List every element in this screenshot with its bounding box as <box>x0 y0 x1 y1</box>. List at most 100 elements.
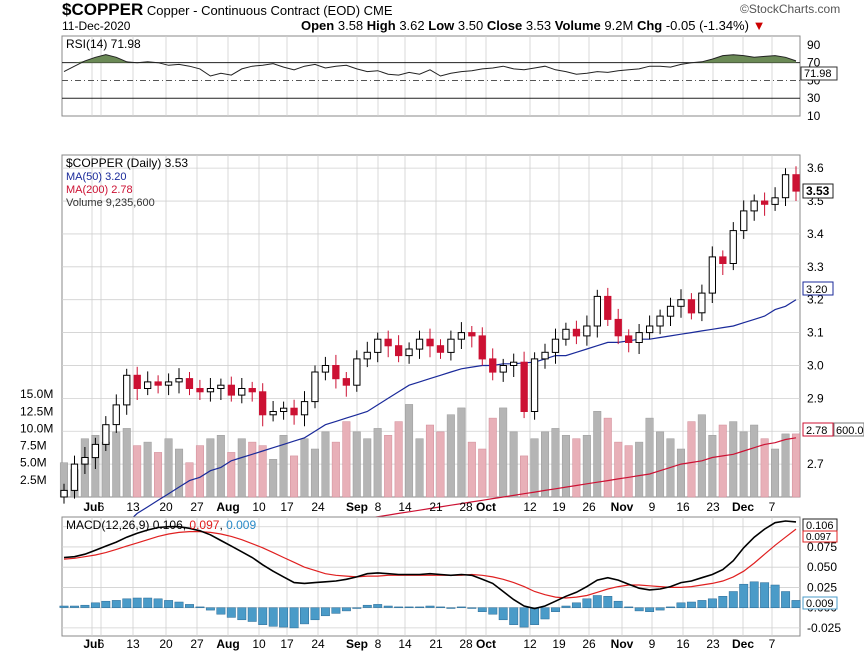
candle-body <box>478 335 486 360</box>
macd-last-value: 0.106 <box>806 520 834 532</box>
volume-bar <box>237 438 246 498</box>
vol-last-box <box>833 422 864 437</box>
candle-body <box>666 305 675 317</box>
macd-histogram-bar <box>153 598 163 608</box>
volume-bar <box>541 431 550 498</box>
macd-histogram-bar <box>645 607 655 612</box>
volume-bar <box>206 438 215 498</box>
macd-histogram-bar <box>205 607 215 611</box>
open-value: 3.58 <box>337 18 364 33</box>
price-tick-label: 3.6 <box>807 161 824 175</box>
volume-bar <box>405 404 414 498</box>
x-tick-label: Nov <box>611 637 634 651</box>
candle-body <box>144 381 152 389</box>
macd-histogram-bar <box>686 601 696 608</box>
volume-bar <box>133 445 142 498</box>
x-tick-label: 9 <box>649 500 656 514</box>
chg-value: -0.05 (-1.34%) <box>665 18 749 33</box>
volume-bars <box>59 404 800 498</box>
macd-tick-label: 0.025 <box>807 580 837 594</box>
signal-last-value: 0.097 <box>806 532 831 543</box>
candle-body <box>426 338 434 347</box>
candle-body <box>656 315 664 327</box>
macd-histogram-bar <box>320 607 330 617</box>
volume-bar <box>572 438 581 498</box>
macd-histogram-bar <box>247 607 257 622</box>
candle-body <box>290 407 298 416</box>
volume-bar <box>603 417 612 498</box>
x-tick-label: 19 <box>552 637 566 651</box>
macd-histogram-bar <box>80 604 90 608</box>
macd-histogram-bar <box>582 598 592 608</box>
volume-bar <box>216 435 225 498</box>
x-tick-label: Aug <box>216 500 239 514</box>
macd-frame <box>61 516 801 637</box>
candle-body <box>133 374 141 389</box>
macd-histogram-bar <box>488 607 498 615</box>
macd-histogram-bar <box>122 598 132 608</box>
volume-bar <box>614 441 623 498</box>
price-tick-label: 3.4 <box>807 227 824 241</box>
x-tick-label: 21 <box>429 500 443 514</box>
macd-legend: MACD(12,26,9) 0.106, 0.097, 0.009 <box>66 518 256 532</box>
volume-bar <box>384 435 393 498</box>
high-label: High <box>366 18 396 33</box>
volume-bar <box>457 407 466 498</box>
volume-bar <box>593 411 602 498</box>
macd-histogram-bar <box>718 596 728 608</box>
macd-histogram-bar <box>59 605 69 608</box>
x-tick-label: 20 <box>159 500 173 514</box>
macd-histogram-bar <box>519 607 529 628</box>
macd-tick-label: 0.050 <box>807 560 837 574</box>
volume-bar <box>164 438 173 498</box>
volume-bar <box>781 433 790 498</box>
macd-histogram-bar <box>143 597 153 608</box>
price-legend: $COPPER (Daily) 3.53 <box>66 156 188 170</box>
volume-bar <box>373 428 382 498</box>
candle-body <box>614 318 622 337</box>
chart-date: 11-Dec-2020 <box>62 19 131 33</box>
macd-histogram-bar <box>268 607 278 627</box>
macd-histogram-bar <box>101 600 111 608</box>
close-value: 3.53 <box>525 18 552 33</box>
symbol: $COPPER <box>62 0 144 19</box>
candle-body <box>708 256 717 294</box>
hist-last-box <box>802 596 838 610</box>
volume-bar <box>478 448 487 498</box>
x-tick-label: 23 <box>706 637 720 651</box>
candle-body <box>740 210 748 232</box>
candle-body <box>572 328 581 337</box>
macd-histogram-bar <box>446 607 456 609</box>
x-tick-label: 28 <box>459 637 473 651</box>
candle-body <box>520 361 528 413</box>
candle-body <box>489 358 497 373</box>
macd-histogram-bar <box>707 598 717 608</box>
macd-histogram-bar <box>770 584 780 608</box>
volume-bar <box>697 414 706 498</box>
candle-body <box>771 197 779 205</box>
candle-body <box>583 325 591 337</box>
candle-body <box>185 378 194 390</box>
candle-body <box>457 332 466 340</box>
volume-bar <box>488 417 497 498</box>
macd-tick-label: 0.075 <box>807 540 837 554</box>
x-tick-label: 19 <box>552 500 566 514</box>
volume-bar <box>520 455 529 498</box>
volume-bar <box>122 428 131 498</box>
candle-body <box>646 325 654 334</box>
volume-bar <box>729 421 738 498</box>
rsi-overbought-area <box>74 54 138 63</box>
candle-body <box>792 174 800 192</box>
rsi-overbought-area <box>691 54 796 63</box>
volume-tick-label: 15.0M <box>20 387 53 401</box>
x-tick-label: 12 <box>523 500 537 514</box>
macd-histogram-bar <box>739 583 749 608</box>
x-tick-label: 6 <box>98 637 105 651</box>
x-tick-label: 26 <box>582 500 596 514</box>
rsi-tick-label: 10 <box>807 109 821 123</box>
macd-histogram-bar <box>174 601 184 608</box>
candle-body <box>311 371 319 403</box>
candle-body <box>154 381 162 386</box>
